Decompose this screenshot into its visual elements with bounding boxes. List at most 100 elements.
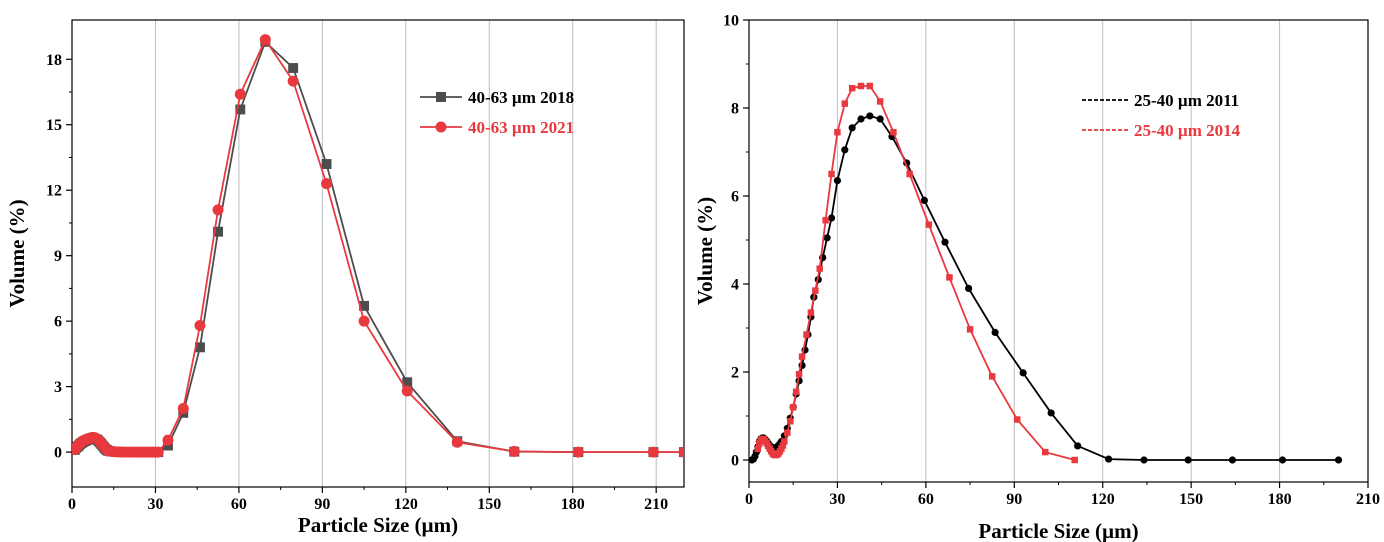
legend-marker bbox=[436, 92, 446, 102]
data-point bbox=[321, 159, 332, 169]
y-tick-label: 10 bbox=[723, 13, 739, 30]
data-point bbox=[991, 328, 999, 336]
data-point bbox=[866, 112, 874, 120]
data-point bbox=[827, 214, 836, 222]
data-point bbox=[1047, 409, 1055, 417]
data-point bbox=[1074, 442, 1082, 450]
right-chart: 0 30 60 90 120 150 180 210 0 2 4 6 8 10 Particle Size … bbox=[693, 13, 1380, 542]
data-point bbox=[966, 326, 974, 333]
data-point bbox=[833, 177, 842, 185]
data-point bbox=[834, 128, 841, 136]
data-point bbox=[162, 434, 174, 446]
x-tick-label: 120 bbox=[1091, 491, 1115, 508]
data-point bbox=[812, 287, 819, 294]
data-point bbox=[787, 418, 794, 425]
series-line bbox=[74, 37, 684, 454]
x-tick-label: 30 bbox=[147, 496, 163, 513]
data-point bbox=[841, 100, 849, 107]
data-point bbox=[866, 82, 874, 90]
data-point bbox=[647, 446, 659, 458]
data-point bbox=[920, 196, 928, 204]
y-tick-label: 4 bbox=[731, 277, 739, 294]
y-axis-title: Volume (%) bbox=[5, 199, 29, 307]
data-point bbox=[572, 446, 584, 458]
data-point bbox=[784, 429, 791, 436]
data-point bbox=[1140, 456, 1148, 464]
series-line bbox=[74, 40, 684, 454]
x-tick-label: 90 bbox=[1006, 491, 1022, 508]
x-axis-title: Particle Size (µm) bbox=[978, 519, 1138, 542]
x-tick-label: 0 bbox=[68, 496, 76, 513]
data-point bbox=[841, 146, 849, 154]
data-point bbox=[941, 238, 949, 246]
y-tick-label: 6 bbox=[731, 189, 739, 206]
data-point bbox=[321, 178, 333, 190]
data-point bbox=[1228, 456, 1237, 464]
x-tick-label: 180 bbox=[1268, 491, 1292, 508]
data-point bbox=[359, 300, 370, 311]
data-point bbox=[798, 353, 806, 360]
data-point bbox=[781, 438, 788, 445]
data-point bbox=[234, 88, 246, 100]
plot-frame bbox=[71, 19, 685, 488]
x-tick-label: 120 bbox=[394, 496, 418, 513]
plot-frame bbox=[748, 19, 1369, 483]
data-point bbox=[195, 342, 205, 353]
data-point bbox=[848, 124, 856, 132]
y-axis-title: Volume (%) bbox=[693, 197, 717, 305]
data-point bbox=[857, 115, 865, 123]
data-point bbox=[1105, 455, 1113, 463]
data-point bbox=[212, 204, 224, 216]
data-point bbox=[1013, 416, 1021, 423]
data-point bbox=[890, 128, 897, 136]
legend-marker bbox=[435, 121, 447, 133]
y-tick-label: 8 bbox=[731, 101, 739, 118]
data-point bbox=[1019, 369, 1027, 377]
data-point bbox=[402, 377, 413, 388]
data-point bbox=[792, 388, 800, 396]
data-point bbox=[807, 309, 815, 316]
data-point bbox=[358, 315, 370, 327]
legend-label: 25-40 µm 2014 bbox=[1134, 121, 1241, 140]
data-point bbox=[194, 320, 206, 332]
data-point bbox=[906, 170, 913, 178]
data-point bbox=[401, 385, 413, 397]
data-point bbox=[925, 221, 933, 228]
data-point bbox=[828, 170, 835, 178]
x-tick-label: 60 bbox=[231, 496, 247, 513]
x-tick-label: 150 bbox=[477, 496, 501, 513]
data-point bbox=[259, 34, 271, 46]
data-point bbox=[876, 115, 884, 123]
data-point bbox=[678, 446, 684, 458]
y-tick-label: 15 bbox=[46, 117, 62, 134]
series-2 bbox=[72, 34, 684, 458]
y-tick-label: 3 bbox=[54, 379, 62, 396]
data-point bbox=[287, 75, 299, 87]
x-tick-label: 210 bbox=[644, 496, 668, 513]
data-point bbox=[946, 274, 953, 281]
x-tick-label: 90 bbox=[314, 496, 330, 513]
legend: 40-63 µm 2018 40-63 µm 2021 bbox=[420, 88, 574, 137]
y-tick-label: 0 bbox=[731, 453, 739, 470]
y-tick-label: 2 bbox=[731, 365, 739, 382]
x-tick-label: 60 bbox=[918, 491, 934, 508]
data-point bbox=[848, 84, 856, 92]
data-point bbox=[1184, 456, 1192, 464]
series-line bbox=[756, 85, 1075, 461]
data-point bbox=[803, 331, 810, 338]
data-point bbox=[213, 226, 223, 237]
x-axis-title: Particle Size (µm) bbox=[298, 513, 458, 537]
data-point bbox=[795, 370, 803, 378]
x-tick-label: 180 bbox=[561, 496, 585, 513]
legend-label: 40-63 µm 2021 bbox=[468, 118, 574, 137]
data-point bbox=[288, 63, 299, 73]
data-point bbox=[177, 402, 189, 414]
data-point bbox=[822, 216, 829, 224]
y-tick-label: 12 bbox=[46, 183, 62, 200]
data-point bbox=[754, 445, 762, 453]
y-tick-label: 18 bbox=[46, 52, 62, 69]
data-point bbox=[988, 373, 996, 380]
data-point bbox=[823, 234, 831, 242]
legend-label: 40-63 µm 2018 bbox=[468, 88, 574, 107]
data-point bbox=[508, 445, 520, 457]
